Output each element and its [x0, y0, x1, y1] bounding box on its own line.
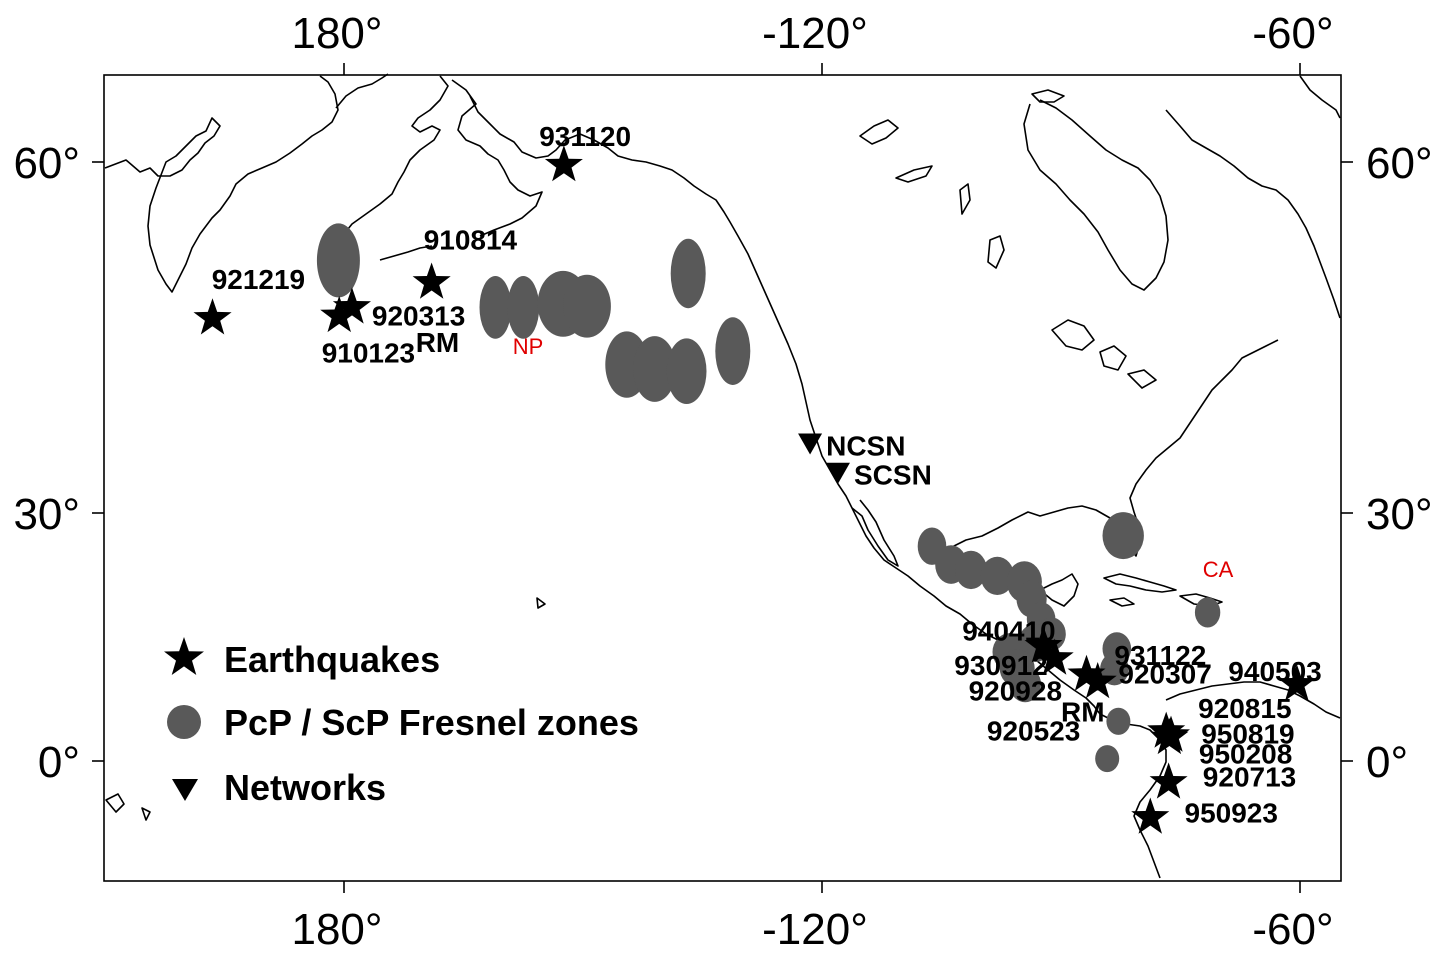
axis-labels-bottom: 180° -120° -60° — [291, 905, 1333, 954]
earthquake-star-950208 — [1150, 718, 1189, 755]
axis-ticks — [92, 63, 1353, 893]
axis-labels-left: 60° 30° 0° — [13, 139, 80, 787]
earthquake-star-931122 — [1067, 654, 1106, 691]
earthquake-star-920307 — [1078, 662, 1117, 699]
rm-label-0: RM — [416, 327, 460, 358]
tick-label-right-0: 0° — [1366, 738, 1408, 787]
earthquake-label-940410: 940410 — [962, 616, 1055, 647]
earthquake-label-940503: 940503 — [1228, 656, 1321, 687]
fresnel-zone-22 — [1102, 512, 1144, 560]
earthquake-labels-layer: 931120 910814 921219 920313 910123 9404109309… — [212, 121, 1322, 828]
earthquakes-layer — [193, 145, 1316, 834]
earthquake-star-950923 — [1131, 797, 1170, 834]
earthquake-label-910814: 910814 — [424, 225, 518, 256]
earthquake-label-920307: 920307 — [1118, 659, 1211, 690]
tick-label-right-30n: 30° — [1366, 490, 1433, 539]
fresnel-zone-4 — [563, 274, 611, 338]
legend-fresnel-icon — [167, 705, 201, 739]
earthquake-label-920815: 920815 — [1198, 693, 1291, 724]
network-marker-ncsn — [798, 433, 823, 455]
earthquake-star-930912 — [1035, 638, 1074, 675]
earthquake-star-921219 — [193, 298, 232, 335]
earthquake-star-940503 — [1277, 664, 1316, 701]
axis-labels-top: 180° -120° -60° — [291, 9, 1333, 58]
region-label-north-pacific: NP — [513, 334, 544, 359]
earthquake-label-931122: 931122 — [1114, 640, 1206, 671]
network-label-scsn: SCSN — [854, 460, 932, 491]
coastlines — [104, 73, 1341, 879]
earthquake-star-920713 — [1149, 762, 1188, 799]
fresnel-zone-7 — [666, 338, 707, 405]
earthquake-label-920523: 920523 — [987, 715, 1080, 746]
earthquake-star-910123 — [320, 295, 359, 333]
rm-label-1: RM — [1061, 696, 1105, 727]
earthquake-star-931120 — [544, 145, 583, 182]
legend-label-networks: Networks — [224, 767, 386, 808]
tick-label-top-180: 180° — [291, 9, 382, 58]
earthquake-label-910123: 910123 — [322, 337, 415, 368]
legend-star-icon — [164, 637, 204, 675]
fresnel-zone-26 — [1095, 745, 1120, 773]
network-label-ncsn: NCSN — [826, 430, 905, 461]
fresnel-zone-9 — [715, 317, 751, 385]
legend: Earthquakes PcP / ScP Fresnel zones Netw… — [164, 637, 639, 808]
fresnel-zone-25 — [1106, 707, 1131, 735]
fresnel-zone-0 — [316, 223, 360, 298]
legend-label-earthquakes: Earthquakes — [224, 639, 440, 680]
region-label-central-america: CA — [1203, 557, 1234, 582]
fresnel-zone-1 — [479, 276, 512, 339]
earthquake-label-920313: 920313 — [372, 301, 465, 332]
map-frame — [103, 74, 1342, 882]
tick-label-bottom-120w: -120° — [762, 905, 868, 954]
tick-label-left-30n: 30° — [13, 490, 80, 539]
earthquake-label-950923: 950923 — [1185, 797, 1278, 828]
earthquake-star-920313 — [332, 287, 371, 324]
tick-label-right-60n: 60° — [1366, 139, 1433, 188]
fresnel-zone-6 — [633, 336, 677, 402]
earthquake-label-931120: 931120 — [539, 121, 631, 152]
earthquake-label-921219: 921219 — [212, 264, 305, 295]
legend-label-fresnel: PcP / ScP Fresnel zones — [224, 702, 639, 743]
fresnel-zone-2 — [507, 276, 540, 339]
legend-network-icon — [172, 779, 198, 801]
fresnel-zone-12 — [955, 550, 987, 590]
fresnel-zone-27 — [1194, 597, 1221, 628]
tick-label-top-120w: -120° — [762, 9, 868, 58]
tick-label-left-60n: 60° — [13, 139, 80, 188]
tick-label-top-60w: -60° — [1252, 9, 1333, 58]
tick-label-bottom-180: 180° — [291, 905, 382, 954]
earthquake-star-910814 — [412, 262, 451, 299]
earthquake-label-920713: 920713 — [1203, 761, 1296, 792]
earthquake-label-950208: 950208 — [1199, 738, 1292, 769]
fresnel-zone-8 — [670, 238, 706, 309]
fresnel-zone-21 — [1009, 666, 1042, 703]
tick-label-left-0: 0° — [38, 738, 80, 787]
axis-labels-right: 60° 30° 0° — [1366, 139, 1433, 787]
earthquake-label-930912: 930912 — [954, 650, 1047, 681]
earthquake-label-950819: 950819 — [1201, 719, 1294, 750]
fresnel-zone-13 — [980, 556, 1014, 596]
fresnel-zones-layer — [316, 223, 1221, 773]
earthquake-star-940410 — [1024, 626, 1063, 663]
tick-label-bottom-60w: -60° — [1252, 905, 1333, 954]
network-marker-scsn — [825, 462, 850, 484]
earthquake-label-920928: 920928 — [969, 676, 1062, 707]
